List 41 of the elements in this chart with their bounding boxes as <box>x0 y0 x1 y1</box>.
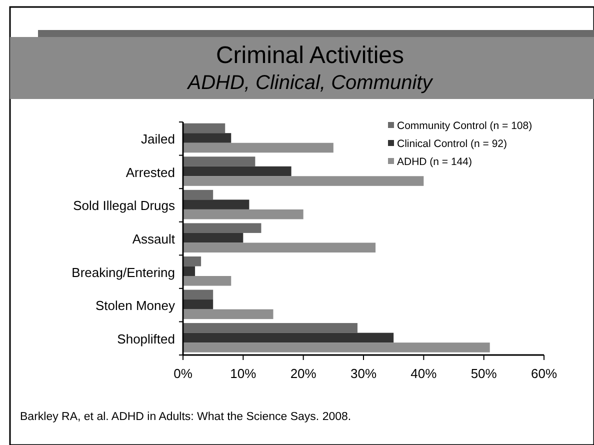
bar <box>183 290 214 300</box>
x-tick-label: 20% <box>290 366 317 381</box>
bar <box>183 332 394 343</box>
y-tick-label: Jailed <box>141 132 175 147</box>
bar <box>183 232 244 243</box>
bar <box>183 133 232 143</box>
y-tick-label: Breaking/Entering <box>72 264 175 280</box>
bar <box>183 142 334 153</box>
bar <box>183 323 358 333</box>
x-tick-label: 10% <box>230 366 257 381</box>
y-tick-label: Sold Illegal Drugs <box>73 198 176 214</box>
chart-title: Criminal Activities <box>216 42 404 69</box>
bar <box>183 342 490 352</box>
bar <box>183 266 196 276</box>
bar <box>183 242 376 252</box>
bar <box>183 156 256 166</box>
bar <box>183 209 304 220</box>
bar <box>183 190 214 200</box>
text: Barkley RA, et al. ADHD in Adults: What the Science Says. 2008. <box>20 411 352 423</box>
bar <box>183 176 424 186</box>
bar <box>183 200 250 210</box>
bar <box>183 123 226 134</box>
legend-label: Community Control (n = 108) <box>397 120 532 132</box>
x-tick-label: 30% <box>350 366 377 381</box>
bar <box>183 300 214 310</box>
legend-label: Clinical Control (n = 92) <box>397 138 508 150</box>
y-tick-label: Stolen Money <box>96 298 176 314</box>
bar <box>183 309 274 320</box>
y-tick-label: Arrested <box>126 164 175 180</box>
chart-subtitle: ADHD, Clinical, Community <box>186 72 434 94</box>
x-tick-label: 60% <box>530 366 558 381</box>
x-tick-label: 40% <box>410 366 438 381</box>
bar <box>183 256 202 266</box>
legend-label: ADHD (n = 144) <box>397 156 472 168</box>
x-tick-label: 50% <box>470 366 498 381</box>
bar <box>183 276 232 286</box>
bar <box>183 166 292 176</box>
y-tick-label: Shoplifted <box>117 331 175 346</box>
y-tick-label: Assault <box>132 232 176 246</box>
bar <box>183 223 262 233</box>
x-tick-label: 0% <box>174 366 193 381</box>
